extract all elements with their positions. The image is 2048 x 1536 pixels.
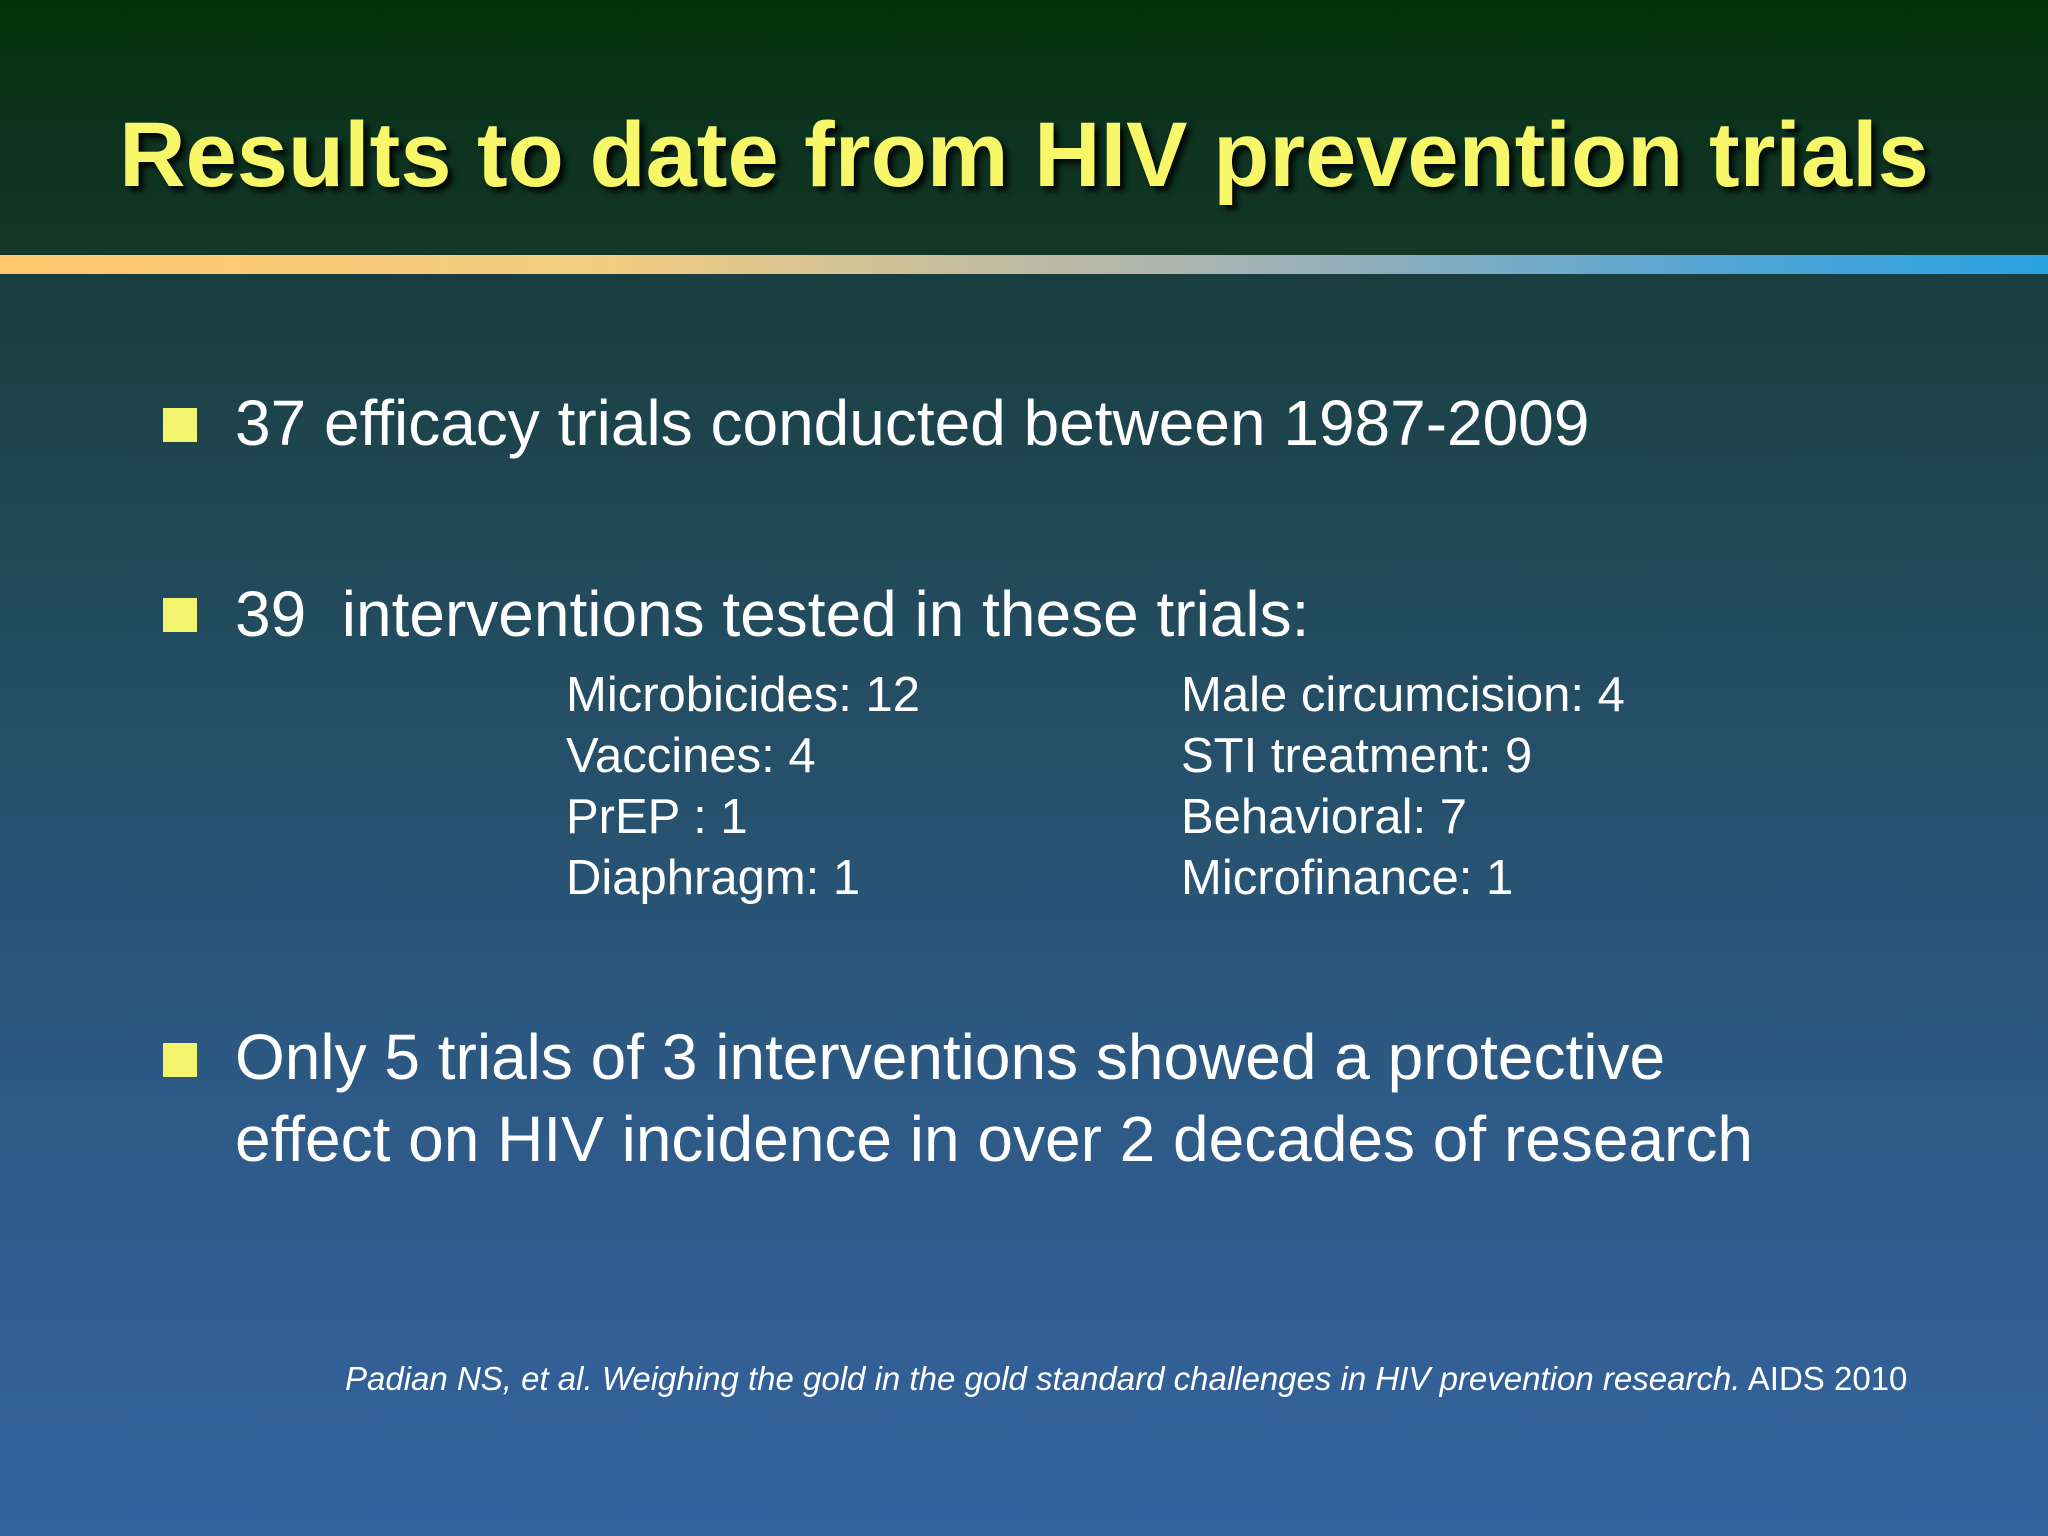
bullet-square-icon	[163, 408, 197, 442]
citation-journal: AIDS 2010	[1747, 1360, 1908, 1397]
bullet-square-icon	[163, 1043, 197, 1077]
title-divider	[0, 255, 2048, 274]
bullet-text-interventions: 39 interventions tested in these trials:	[235, 578, 1310, 650]
bullet-text-protective-line1: Only 5 trials of 3 interventions showed …	[235, 1021, 1666, 1093]
intervention-item: Male circumcision: 4	[1181, 668, 1625, 722]
bullet-square-icon	[163, 598, 197, 632]
citation: Padian NS, et al. Weighing the gold in t…	[345, 1357, 1907, 1401]
intervention-item: Diaphragm: 1	[566, 851, 861, 905]
intervention-item: PrEP : 1	[566, 790, 748, 844]
title-band: Results to date from HIV prevention tria…	[0, 0, 2048, 255]
intervention-item: Microbicides: 12	[566, 668, 921, 722]
slide-title: Results to date from HIV prevention tria…	[119, 104, 1929, 206]
citation-reference: Padian NS, et al. Weighing the gold in t…	[345, 1360, 1741, 1397]
bullet-text-trials: 37 efficacy trials conducted between 198…	[235, 387, 1590, 459]
intervention-item: STI treatment: 9	[1181, 729, 1533, 783]
intervention-item: Microfinance: 1	[1181, 851, 1514, 905]
intervention-item: Behavioral: 7	[1181, 790, 1468, 844]
intervention-item: Vaccines: 4	[566, 729, 816, 783]
bullet-text-protective-line2: effect on HIV incidence in over 2 decade…	[235, 1103, 1753, 1175]
